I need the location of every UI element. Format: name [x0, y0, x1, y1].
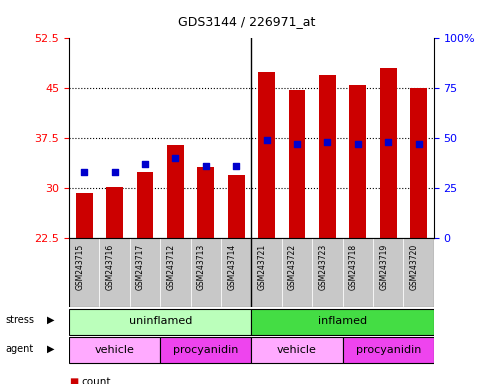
- Bar: [410, 88, 427, 238]
- Bar: [221, 238, 251, 307]
- Text: inflamed: inflamed: [318, 316, 367, 326]
- Text: GSM243712: GSM243712: [167, 243, 176, 290]
- Text: procyanidin: procyanidin: [173, 345, 239, 355]
- Bar: [160, 338, 251, 363]
- Text: ▶: ▶: [47, 344, 54, 354]
- Bar: [106, 187, 123, 238]
- Point: [80, 169, 88, 175]
- Bar: [343, 338, 434, 363]
- Text: GSM243720: GSM243720: [410, 243, 419, 290]
- Text: GDS3144 / 226971_at: GDS3144 / 226971_at: [178, 15, 315, 28]
- Point: [110, 169, 119, 175]
- Bar: [69, 338, 160, 363]
- Point: [293, 141, 301, 147]
- Bar: [137, 172, 153, 238]
- Bar: [282, 238, 312, 307]
- Text: GSM243718: GSM243718: [349, 243, 358, 290]
- Text: GSM243723: GSM243723: [318, 243, 327, 290]
- Point: [415, 141, 423, 147]
- Text: vehicle: vehicle: [277, 345, 317, 355]
- Point: [202, 163, 210, 169]
- Bar: [160, 238, 191, 307]
- Point: [172, 155, 179, 161]
- Bar: [191, 238, 221, 307]
- Text: GSM243719: GSM243719: [379, 243, 388, 290]
- Text: procyanidin: procyanidin: [355, 345, 421, 355]
- Text: GSM243722: GSM243722: [288, 243, 297, 290]
- Text: GSM243717: GSM243717: [136, 243, 145, 290]
- Bar: [76, 194, 93, 238]
- Text: stress: stress: [5, 315, 34, 325]
- Bar: [319, 75, 336, 238]
- Bar: [350, 85, 366, 238]
- Bar: [289, 89, 305, 238]
- Point: [384, 139, 392, 145]
- Point: [263, 137, 271, 143]
- Text: GSM243716: GSM243716: [106, 243, 114, 290]
- Text: GSM243714: GSM243714: [227, 243, 236, 290]
- Bar: [403, 238, 434, 307]
- Bar: [198, 167, 214, 238]
- Point: [232, 163, 240, 169]
- Bar: [380, 68, 396, 238]
- Text: ▶: ▶: [47, 315, 54, 325]
- Text: GSM243715: GSM243715: [75, 243, 84, 290]
- Bar: [258, 72, 275, 238]
- Bar: [251, 238, 282, 307]
- Bar: [373, 238, 403, 307]
- Bar: [251, 309, 434, 334]
- Bar: [312, 238, 343, 307]
- Bar: [251, 338, 343, 363]
- Point: [323, 139, 331, 145]
- Text: GSM243713: GSM243713: [197, 243, 206, 290]
- Point: [141, 161, 149, 167]
- Point: [354, 141, 362, 147]
- Text: GSM243721: GSM243721: [258, 243, 267, 290]
- Bar: [228, 175, 245, 238]
- Bar: [167, 145, 184, 238]
- Bar: [69, 238, 100, 307]
- Text: agent: agent: [5, 344, 33, 354]
- Text: count: count: [81, 377, 111, 384]
- Text: uninflamed: uninflamed: [129, 316, 192, 326]
- Bar: [100, 238, 130, 307]
- Bar: [343, 238, 373, 307]
- Text: vehicle: vehicle: [95, 345, 135, 355]
- Text: ■: ■: [69, 377, 78, 384]
- Bar: [130, 238, 160, 307]
- Bar: [69, 309, 251, 334]
